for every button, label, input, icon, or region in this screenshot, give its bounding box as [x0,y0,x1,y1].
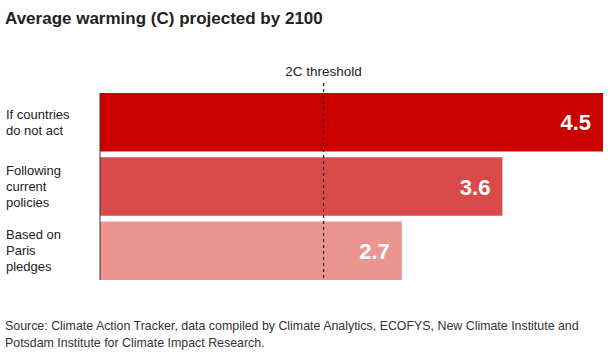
category-label-line: Paris [6,243,36,258]
bar [100,157,502,215]
source: Source: Climate Action Tracker, data com… [5,318,601,352]
data-labels: 4.5 3.6 2.7 [359,110,591,264]
category-label: If countriesdo not act [6,107,70,138]
threshold-label: 2C threshold [285,64,362,79]
category-label-line: current [6,179,47,194]
category-label-line: If countries [6,107,70,122]
data-label: 3.6 [460,175,491,200]
category-label-line: Based on [6,227,61,242]
data-label: 2.7 [359,239,390,264]
bar [100,222,402,280]
bars [100,93,603,280]
category-label-line: do not act [6,123,63,138]
category-label-line: pledges [6,259,52,274]
baseline [100,93,101,280]
category-label: Followingcurrentpolicies [6,163,61,210]
category-label: Based onParispledges [6,227,61,274]
title: Average warming (C) projected by 2100 [5,9,323,28]
category-label-line: policies [6,195,50,210]
bar [100,93,603,151]
chart: Average warming (C) projected by 2100 2C … [0,0,611,358]
threshold-line [323,83,324,280]
data-label: 4.5 [560,110,591,135]
category-label-line: Following [6,163,61,178]
